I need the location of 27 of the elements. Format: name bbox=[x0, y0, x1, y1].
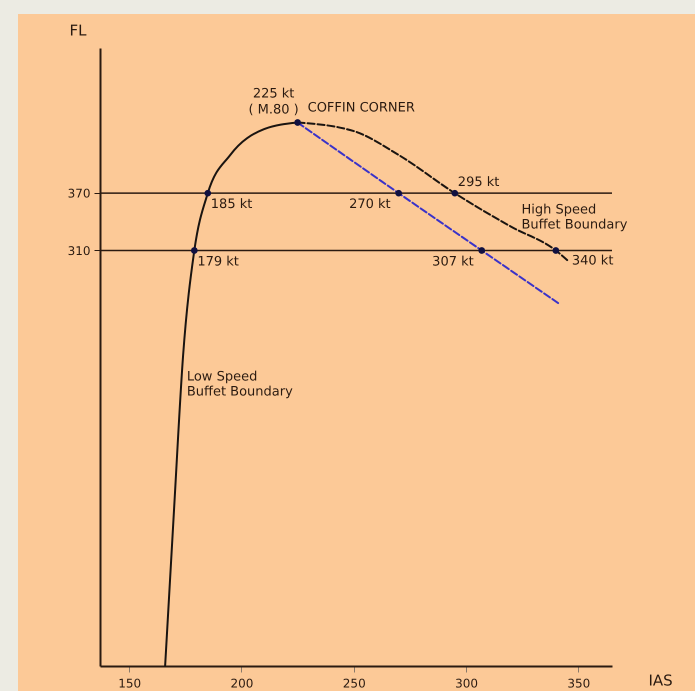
annotation: 225 kt bbox=[252, 86, 294, 102]
x-tick-label: 250 bbox=[342, 676, 366, 690]
annotation: Low Speed Buffet Boundary bbox=[186, 370, 294, 400]
point bbox=[190, 247, 198, 254]
point bbox=[552, 247, 560, 254]
y-tick-label: 370 bbox=[68, 186, 90, 201]
x-tick-label: 350 bbox=[567, 676, 590, 690]
x-axis-title: IAS bbox=[648, 672, 673, 690]
point bbox=[294, 119, 301, 126]
annotation: 270 kt bbox=[349, 197, 391, 212]
y-tick-label: 310 bbox=[68, 244, 90, 258]
point bbox=[451, 190, 458, 197]
x-tick-label: 200 bbox=[230, 676, 254, 690]
point bbox=[204, 190, 212, 197]
y-axis-title: FL bbox=[70, 22, 88, 40]
annotation: 185 kt bbox=[210, 197, 252, 212]
x-tick-label: 300 bbox=[455, 676, 478, 690]
annotation: High Speed Buffet Boundary bbox=[521, 202, 628, 232]
annotation: 179 kt bbox=[197, 254, 239, 270]
annotation: 295 kt bbox=[458, 175, 500, 190]
annotation: 307 kt bbox=[432, 254, 474, 270]
annotation: COFFIN CORNER bbox=[308, 100, 415, 116]
point bbox=[478, 247, 486, 254]
point bbox=[395, 190, 402, 197]
x-tick-label: 150 bbox=[118, 676, 142, 690]
annotation: ( M.80 ) bbox=[248, 102, 299, 118]
annotation: 340 kt bbox=[572, 254, 614, 268]
